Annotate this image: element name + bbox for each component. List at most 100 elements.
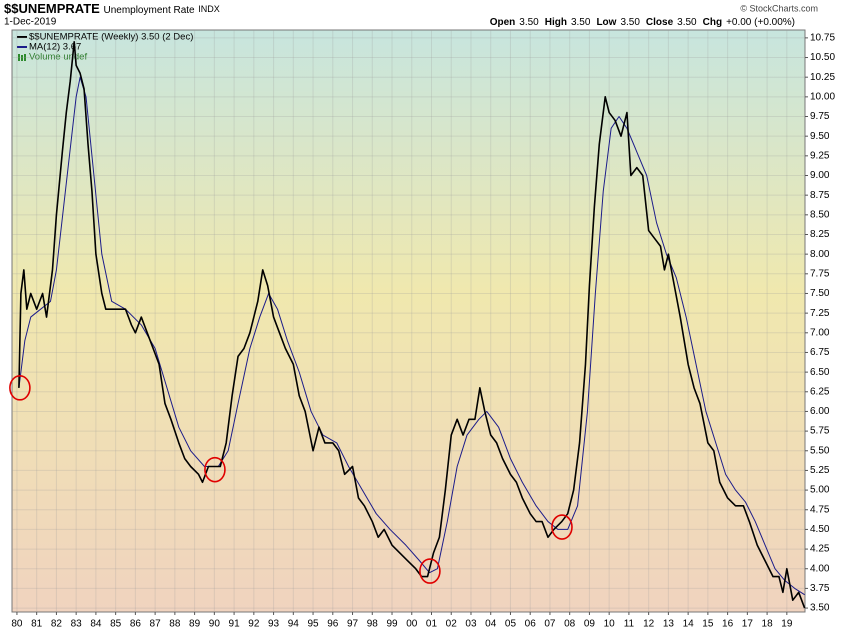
highlight-circle <box>9 375 31 401</box>
x-tick-label: 83 <box>71 619 83 630</box>
x-tick-label: 92 <box>248 619 260 630</box>
x-tick-label: 88 <box>169 619 181 630</box>
quote-label: Low <box>596 17 616 28</box>
y-tick-label: 4.00 <box>810 563 830 574</box>
y-tick-label: 10.25 <box>810 72 835 83</box>
y-tick-label: 7.50 <box>810 288 830 299</box>
legend-swatch <box>24 54 26 61</box>
quote-value: 3.50 <box>571 17 591 28</box>
x-tick-label: 17 <box>742 619 754 630</box>
y-tick-label: 8.50 <box>810 209 830 220</box>
source: © StockCharts.com <box>740 3 818 13</box>
y-tick-label: 10.00 <box>810 91 835 102</box>
y-tick-label: 9.75 <box>810 111 830 122</box>
quote-value: 3.50 <box>620 17 640 28</box>
x-tick-label: 05 <box>505 619 517 630</box>
exchange: INDX <box>198 4 220 14</box>
y-tick-label: 8.00 <box>810 249 830 260</box>
x-tick-label: 12 <box>643 619 655 630</box>
x-tick-label: 03 <box>465 619 477 630</box>
x-tick-label: 19 <box>781 619 793 630</box>
x-tick-label: 89 <box>189 619 201 630</box>
y-tick-label: 4.25 <box>810 544 830 555</box>
subtitle: Unemployment Rate <box>103 5 195 16</box>
y-tick-label: 10.50 <box>810 52 835 63</box>
y-tick-label: 5.25 <box>810 465 830 476</box>
x-tick-label: 04 <box>485 619 497 630</box>
legend-label: MA(12) 3.67 <box>29 42 81 53</box>
x-tick-label: 80 <box>11 619 23 630</box>
x-tick-label: 84 <box>90 619 102 630</box>
x-tick-label: 93 <box>268 619 280 630</box>
y-tick-label: 5.00 <box>810 485 830 496</box>
x-tick-label: 02 <box>446 619 458 630</box>
y-tick-label: 7.00 <box>810 327 830 338</box>
x-tick-label: 99 <box>386 619 398 630</box>
legend-swatch <box>18 54 20 61</box>
y-tick-label: 3.50 <box>810 603 830 614</box>
y-tick-label: 6.75 <box>810 347 830 358</box>
x-tick-label: 11 <box>624 619 635 630</box>
y-tick-label: 7.75 <box>810 268 830 279</box>
quote-label: Chg <box>703 17 722 28</box>
plot-area <box>11 29 806 613</box>
y-tick-label: 5.50 <box>810 445 830 456</box>
x-tick-label: 00 <box>406 619 418 630</box>
y-tick-label: 5.75 <box>810 426 830 437</box>
x-tick-label: 09 <box>584 619 596 630</box>
y-tick-label: 10.75 <box>810 33 835 44</box>
y-tick-label: 9.50 <box>810 131 830 142</box>
x-tick-label: 18 <box>762 619 774 630</box>
y-tick-label: 3.75 <box>810 583 830 594</box>
legend-label: $$UNEMPRATE (Weekly) 3.50 (2 Dec) <box>29 32 193 43</box>
quote-label: High <box>545 17 567 28</box>
y-tick-label: 8.75 <box>810 190 830 201</box>
x-tick-label: 06 <box>525 619 537 630</box>
y-tick-label: 8.25 <box>810 229 830 240</box>
legend-swatch <box>21 55 23 61</box>
x-tick-label: 81 <box>31 619 43 630</box>
quote-label: Close <box>646 17 674 28</box>
x-tick-label: 87 <box>150 619 162 630</box>
x-tick-label: 91 <box>229 619 241 630</box>
highlight-circle <box>419 558 441 584</box>
x-tick-label: 94 <box>288 619 300 630</box>
x-tick-label: 14 <box>683 619 695 630</box>
x-tick-label: 16 <box>722 619 734 630</box>
y-tick-label: 4.50 <box>810 524 830 535</box>
x-tick-label: 97 <box>347 619 359 630</box>
highlight-circle <box>551 514 573 540</box>
highlight-circle <box>204 456 226 483</box>
legend-label: Volume undef <box>29 52 87 63</box>
x-tick-label: 82 <box>51 619 63 630</box>
y-tick-label: 9.25 <box>810 150 830 161</box>
x-tick-label: 08 <box>564 619 576 630</box>
symbol: $$UNEMPRATE <box>4 1 100 16</box>
x-tick-label: 01 <box>426 619 438 630</box>
y-tick-label: 6.25 <box>810 386 830 397</box>
x-tick-label: 98 <box>367 619 379 630</box>
quote-label: Open <box>490 17 516 28</box>
quote-value: 3.50 <box>519 17 539 28</box>
header-title: $$UNEMPRATE Unemployment Rate INDX <box>4 1 220 16</box>
x-tick-label: 07 <box>544 619 556 630</box>
x-tick-label: 13 <box>663 619 675 630</box>
y-tick-label: 6.50 <box>810 367 830 378</box>
x-tick-label: 86 <box>130 619 142 630</box>
quote-value: +0.00 (+0.00%) <box>726 17 795 28</box>
quote: Open 3.50 High 3.50 Low 3.50 Close 3.50 Chg +0.00… <box>490 17 795 28</box>
y-tick-label: 4.75 <box>810 504 830 515</box>
y-tick-label: 7.25 <box>810 308 830 319</box>
legend: $$UNEMPRATE (Weekly) 3.50 (2 Dec)MA(12) … <box>17 32 193 63</box>
x-tick-label: 15 <box>702 619 714 630</box>
x-tick-label: 85 <box>110 619 122 630</box>
series-line <box>18 76 805 596</box>
date: 1-Dec-2019 <box>4 17 57 28</box>
x-tick-label: 10 <box>604 619 616 630</box>
quote-value: 3.50 <box>677 17 697 28</box>
y-tick-label: 6.00 <box>810 406 830 417</box>
x-tick-label: 90 <box>209 619 221 630</box>
series-line <box>18 41 806 609</box>
